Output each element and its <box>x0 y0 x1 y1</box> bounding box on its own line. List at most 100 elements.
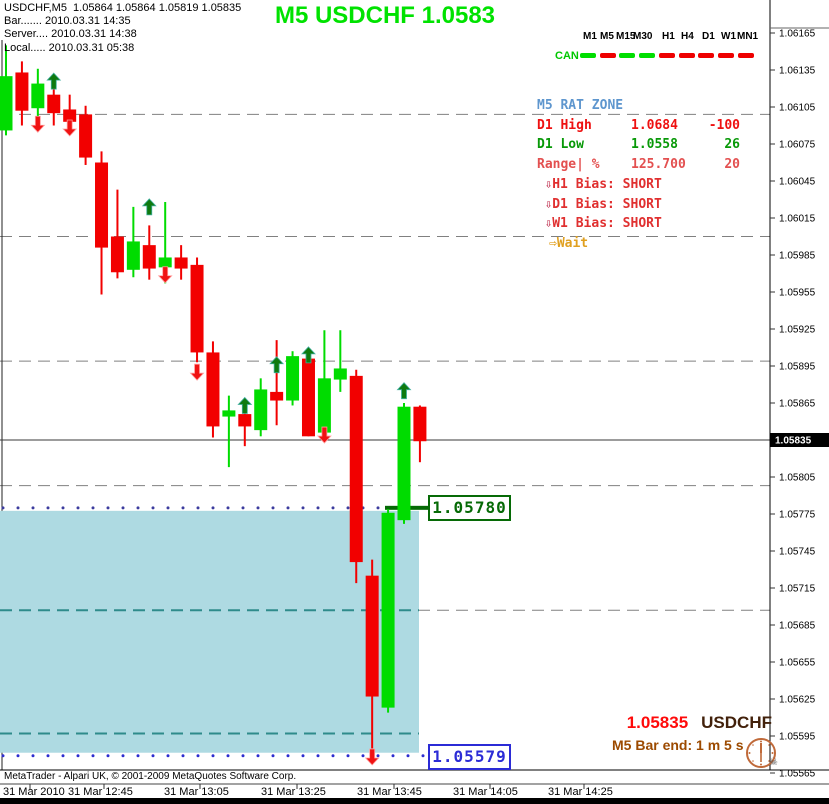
down-arrow-icon: ⇩ <box>545 196 553 211</box>
level-dotted-line <box>211 506 215 510</box>
panel-row: D1 High 1.0684 -100 <box>537 116 740 136</box>
level-label-box-lower: 1.05579 <box>428 744 511 770</box>
tf-status-dash-d1 <box>698 53 715 58</box>
panel-cell: 1.0684 <box>631 117 678 133</box>
level-dotted-line <box>376 754 380 758</box>
bias-row: ⇩D1 Bias: SHORT <box>537 195 740 215</box>
price-label: 1.06075 <box>779 140 816 151</box>
timeframe-label-d1: D1 <box>702 31 715 42</box>
down-signal-arrow-icon <box>364 748 380 766</box>
current-price-text: 1.05835 <box>775 436 812 447</box>
candle <box>254 389 268 431</box>
wait-row: ⇨Wait <box>537 234 740 254</box>
level-dotted-line <box>256 754 260 758</box>
timeframe-label-m1: M1 <box>583 31 597 42</box>
panel-cell: 125.700 <box>631 157 686 173</box>
level-dotted-line <box>226 506 230 510</box>
bias-row: ⇩H1 Bias: SHORT <box>537 175 740 195</box>
panel-row: Range| % 125.700 20 <box>537 155 740 175</box>
candle <box>95 162 109 248</box>
bias-text: W1 Bias: SHORT <box>552 216 662 232</box>
down-arrow-icon: ⇩ <box>545 176 553 191</box>
price-label: 1.05715 <box>779 584 816 595</box>
down-signal-arrow-icon <box>189 363 205 381</box>
panel-cell: 20 <box>724 157 740 173</box>
ohlc-readout: USDCHF,M5 1.05864 1.05864 1.05819 1.0583… <box>4 2 242 14</box>
tf-status-dash-m5 <box>599 53 616 58</box>
current-price-box <box>770 433 829 447</box>
rat-zone-panel: M5 RAT ZONE D1 High 1.0684 -100 D1 Low 1.055… <box>537 96 740 254</box>
level-dotted-line <box>301 506 305 510</box>
level-dotted-line <box>151 506 155 510</box>
price-label: 1.06105 <box>779 103 816 114</box>
can-row-label: CAN <box>555 50 579 62</box>
x-axis-label: 31 Mar 14:05 <box>453 786 518 798</box>
server-time: Server.... 2010.03.31 14:38 <box>4 28 137 41</box>
timeframe-label-h1: H1 <box>662 31 675 42</box>
price-label: 1.05805 <box>779 473 816 484</box>
candle <box>206 352 220 427</box>
level-dotted-line <box>46 506 50 510</box>
level-dotted-line <box>226 754 230 758</box>
panel-cell: 26 <box>724 137 740 153</box>
candle <box>79 114 93 158</box>
level-dotted-line <box>136 754 140 758</box>
price-label: 1.05745 <box>779 547 816 558</box>
bias-text: D1 Bias: SHORT <box>552 196 662 212</box>
level-dotted-line <box>301 754 305 758</box>
level-dotted-line <box>271 506 275 510</box>
up-signal-arrow-icon <box>396 382 412 400</box>
candle <box>270 391 284 401</box>
price-label: 1.06135 <box>779 66 816 77</box>
panel-cell: D1 Low <box>537 137 584 153</box>
up-signal-arrow-icon <box>141 198 157 216</box>
price-label: 1.05985 <box>779 251 816 262</box>
level-dotted-line <box>331 506 335 510</box>
price-label: 1.05895 <box>779 362 816 373</box>
quote-readout: 1.05835 USDCHF <box>600 713 772 733</box>
tf-status-dash-mn1 <box>737 53 754 58</box>
quote-symbol: USDCHF <box>701 713 772 732</box>
level-dotted-line <box>166 506 170 510</box>
level-dotted-line <box>286 754 290 758</box>
panel-row: D1 Low 1.0558 26 <box>537 135 740 155</box>
timeframe-label-m15: M15 <box>616 31 636 42</box>
price-label: 1.05775 <box>779 510 816 521</box>
chart-info-readout: USDCHF,M5 1.05864 1.05864 1.05819 1.0583… <box>4 2 241 55</box>
level-dotted-line <box>91 506 95 510</box>
price-label: 1.06045 <box>779 177 816 188</box>
candle <box>126 241 140 270</box>
level-dotted-line <box>16 506 20 510</box>
level-dotted-line <box>391 754 395 758</box>
level-dotted-line <box>61 506 65 510</box>
timeframe-label-h4: H4 <box>681 31 694 42</box>
down-signal-arrow-icon <box>30 115 46 133</box>
level-dotted-line <box>91 754 95 758</box>
panel-cell: D1 High <box>537 117 592 133</box>
level-dotted-line <box>76 754 80 758</box>
bar-time: Bar....... 2010.03.31 14:35 <box>4 15 131 28</box>
candle <box>381 512 395 708</box>
tf-status-dash-m30 <box>639 53 656 58</box>
down-signal-arrow-icon <box>316 426 332 444</box>
level-dotted-line <box>181 754 185 758</box>
level-label-box-upper: 1.05780 <box>428 495 511 521</box>
candle <box>238 414 252 427</box>
level-dotted-line <box>76 506 80 510</box>
level-dotted-line <box>121 506 125 510</box>
candle <box>174 257 188 269</box>
bias-text: H1 Bias: SHORT <box>552 176 662 192</box>
bar-countdown: M5 Bar end: 1 m 5 s <box>612 737 744 753</box>
timeframe-label-m5: M5 <box>600 31 614 42</box>
candle <box>365 575 379 697</box>
candle <box>110 236 124 273</box>
panel-title: M5 RAT ZONE <box>537 98 624 113</box>
panel-cell: Range| % <box>537 157 600 173</box>
candle <box>31 83 45 109</box>
candle <box>397 406 411 521</box>
clock-icon <box>746 738 776 768</box>
candle <box>413 406 427 442</box>
level-dotted-line <box>166 754 170 758</box>
